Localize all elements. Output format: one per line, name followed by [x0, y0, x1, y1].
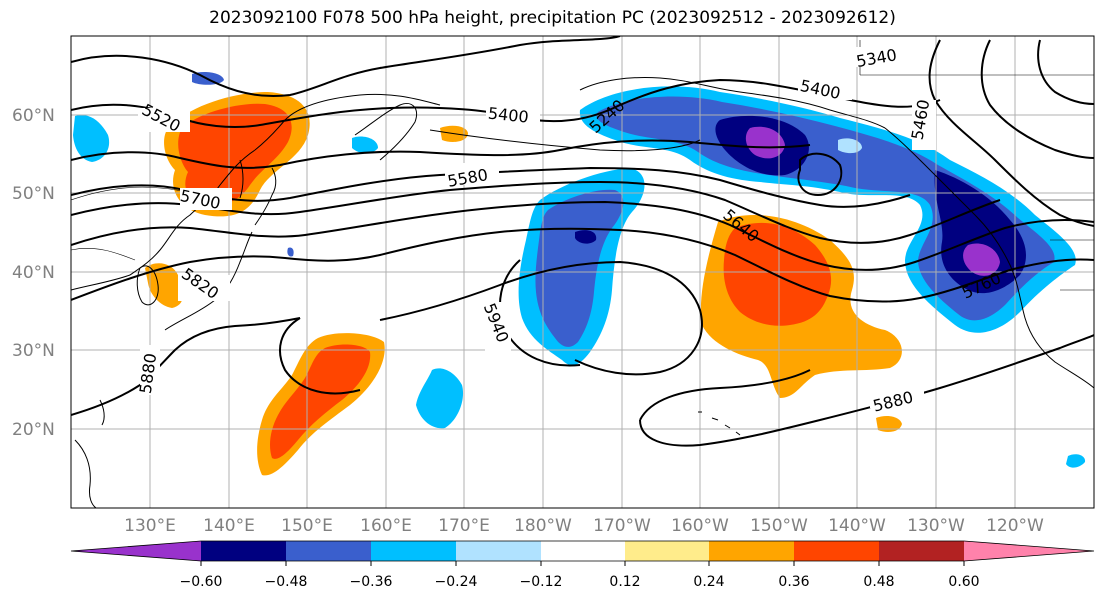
colorbar-segment-8	[794, 541, 879, 561]
colorbar-segment-7	[709, 541, 794, 561]
colorbar-segment-6	[625, 541, 709, 561]
lon-label-150e: 150°E	[281, 516, 333, 536]
colorbar-segment-1	[201, 541, 286, 561]
colorbar-segment-5	[541, 541, 625, 561]
colorbar: −0.60 −0.48 −0.36 −0.24 −0.12 0.12 0.24 …	[70, 540, 1095, 590]
lon-label-140w: 140°W	[828, 516, 886, 536]
lat-label-20n: 20°N	[12, 420, 55, 440]
colorbar-label-6: 0.24	[693, 574, 724, 590]
map-content: 5340 5400 5400 5460 5520 5240 5580 5700 …	[71, 36, 1094, 508]
colorbar-label-7: 0.36	[778, 574, 809, 590]
lon-label-150w: 150°W	[750, 516, 808, 536]
colorbar-segment-9	[879, 541, 964, 561]
lon-label-130w: 130°W	[907, 516, 965, 536]
colorbar-label-9: 0.60	[948, 574, 979, 590]
lon-label-130e: 130°E	[124, 516, 176, 536]
coastlines	[71, 77, 1094, 508]
lon-label-180w: 180°W	[514, 516, 572, 536]
colorbar-label-4: −0.12	[520, 574, 563, 590]
colorbar-segment-0	[71, 541, 201, 561]
lon-label-170e: 170°E	[438, 516, 490, 536]
colorbar-label-2: −0.36	[350, 574, 393, 590]
lon-label-140e: 140°E	[203, 516, 255, 536]
colorbar-segment-3	[371, 541, 456, 561]
longitude-labels: 130°E 140°E 150°E 160°E 170°E 180°W 170°…	[124, 516, 1044, 536]
lon-label-160w: 160°W	[671, 516, 729, 536]
map-frame	[70, 35, 1095, 509]
colorbar-label-5: 0.12	[609, 574, 640, 590]
colorbar-segment-10	[964, 541, 1094, 561]
latitude-labels: 60°N 50°N 40°N 30°N 20°N	[12, 106, 55, 440]
colorbar-label-0: −0.60	[180, 574, 223, 590]
colorbar-segment-4	[456, 541, 541, 561]
lon-label-120w: 120°W	[986, 516, 1044, 536]
colorbar-label-1: −0.48	[265, 574, 308, 590]
contour-label-5400-west: 5400	[487, 104, 529, 127]
colorbar-segment-2	[286, 541, 371, 561]
colorbar-ticks	[200, 561, 965, 566]
page-title: 2023092100 F078 500 hPa height, precipit…	[209, 8, 896, 28]
lat-label-60n: 60°N	[12, 106, 55, 126]
lat-label-40n: 40°N	[12, 263, 55, 283]
lon-label-170w: 170°W	[593, 516, 651, 536]
lon-label-160e: 160°E	[360, 516, 412, 536]
lat-label-30n: 30°N	[12, 341, 55, 361]
colorbar-label-8: 0.48	[863, 574, 894, 590]
colorbar-label-3: −0.24	[435, 574, 478, 590]
lat-label-50n: 50°N	[12, 184, 55, 204]
